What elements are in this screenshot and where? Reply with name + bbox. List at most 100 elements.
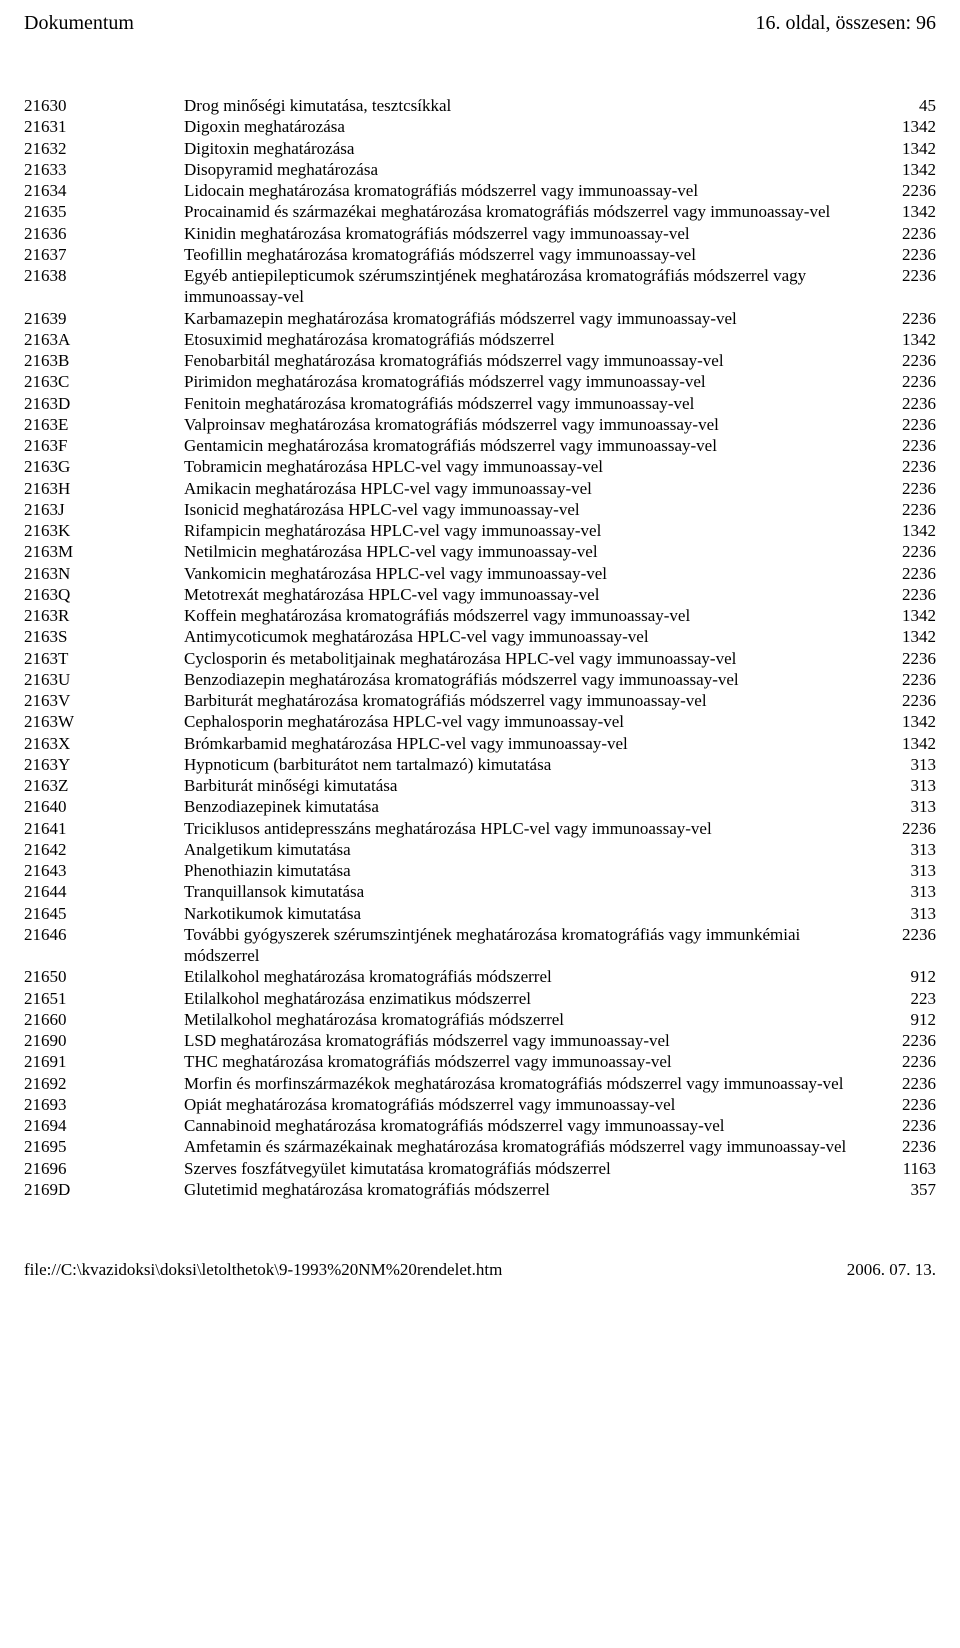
row-value: 2236 [876, 1094, 936, 1115]
row-description: Karbamazepin meghatározása kromatográfiá… [184, 308, 876, 329]
table-row: 2163XBrómkarbamid meghatározása HPLC-vel… [24, 733, 936, 754]
row-value: 1163 [876, 1158, 936, 1179]
row-code: 21691 [24, 1051, 184, 1072]
row-value: 1342 [876, 711, 936, 732]
row-value: 2236 [876, 541, 936, 562]
row-description: További gyógyszerek szérumszintjének meg… [184, 924, 876, 967]
table-row: 2163CPirimidon meghatározása kromatográf… [24, 371, 936, 392]
row-description: Pirimidon meghatározása kromatográfiás m… [184, 371, 876, 392]
row-code: 21645 [24, 903, 184, 924]
row-value: 1342 [876, 138, 936, 159]
row-code: 21638 [24, 265, 184, 286]
table-row: 21633Disopyramid meghatározása1342 [24, 159, 936, 180]
table-row: 21638Egyéb antiepilepticumok szérumszint… [24, 265, 936, 308]
row-description: Egyéb antiepilepticumok szérumszintjének… [184, 265, 876, 308]
row-description: Digoxin meghatározása [184, 116, 876, 137]
row-value: 2236 [876, 1051, 936, 1072]
row-value: 313 [876, 839, 936, 860]
row-code: 21642 [24, 839, 184, 860]
table-row: 21644Tranquillansok kimutatása313 [24, 881, 936, 902]
row-description: Cyclosporin és metabolitjainak meghatáro… [184, 648, 876, 669]
row-value: 2236 [876, 924, 936, 945]
table-row: 2163TCyclosporin és metabolitjainak megh… [24, 648, 936, 669]
table-row: 2163BFenobarbitál meghatározása kromatog… [24, 350, 936, 371]
header-left: Dokumentum [24, 12, 134, 35]
table-row: 21660Metilalkohol meghatározása kromatog… [24, 1009, 936, 1030]
row-description: Disopyramid meghatározása [184, 159, 876, 180]
row-description: Drog minőségi kimutatása, tesztcsíkkal [184, 95, 876, 116]
row-code: 2163F [24, 435, 184, 456]
row-value: 2236 [876, 1115, 936, 1136]
data-table: 21630Drog minőségi kimutatása, tesztcsík… [24, 95, 936, 1200]
row-description: Szerves foszfátvegyület kimutatása kroma… [184, 1158, 876, 1179]
row-description: Etilalkohol meghatározása enzimatikus mó… [184, 988, 876, 1009]
row-value: 2236 [876, 393, 936, 414]
row-value: 357 [876, 1179, 936, 1200]
table-row: 21630Drog minőségi kimutatása, tesztcsík… [24, 95, 936, 116]
row-code: 2163H [24, 478, 184, 499]
row-description: Cephalosporin meghatározása HPLC-vel vag… [184, 711, 876, 732]
row-value: 1342 [876, 626, 936, 647]
table-row: 2163KRifampicin meghatározása HPLC-vel v… [24, 520, 936, 541]
row-description: Cannabinoid meghatározása kromatográfiás… [184, 1115, 876, 1136]
row-description: Opiát meghatározása kromatográfiás módsz… [184, 1094, 876, 1115]
row-value: 1342 [876, 329, 936, 350]
row-description: Digitoxin meghatározása [184, 138, 876, 159]
table-row: 21694Cannabinoid meghatározása kromatogr… [24, 1115, 936, 1136]
row-value: 313 [876, 775, 936, 796]
row-value: 313 [876, 881, 936, 902]
row-description: Isonicid meghatározása HPLC-vel vagy imm… [184, 499, 876, 520]
row-description: Hypnoticum (barbiturátot nem tartalmazó)… [184, 754, 876, 775]
row-description: Fenobarbitál meghatározása kromatográfiá… [184, 350, 876, 371]
row-value: 2236 [876, 584, 936, 605]
row-value: 2236 [876, 478, 936, 499]
footer-path: file://C:\kvazidoksi\doksi\letolthetok\9… [24, 1260, 502, 1280]
row-value: 2236 [876, 648, 936, 669]
row-value: 2236 [876, 435, 936, 456]
row-code: 2163T [24, 648, 184, 669]
row-value: 2236 [876, 350, 936, 371]
row-value: 2236 [876, 456, 936, 477]
row-code: 2163V [24, 690, 184, 711]
row-description: Netilmicin meghatározása HPLC-vel vagy i… [184, 541, 876, 562]
row-value: 2236 [876, 499, 936, 520]
row-code: 21637 [24, 244, 184, 265]
table-row: 2163AEtosuximid meghatározása kromatográ… [24, 329, 936, 350]
header-right: 16. oldal, összesen: 96 [755, 12, 936, 35]
row-description: Teofillin meghatározása kromatográfiás m… [184, 244, 876, 265]
table-row: 21650Etilalkohol meghatározása kromatogr… [24, 966, 936, 987]
row-value: 2236 [876, 1073, 936, 1094]
table-row: 2163FGentamicin meghatározása kromatográ… [24, 435, 936, 456]
row-description: Barbiturát minőségi kimutatása [184, 775, 876, 796]
row-value: 2236 [876, 244, 936, 265]
row-code: 21631 [24, 116, 184, 137]
row-value: 912 [876, 966, 936, 987]
row-description: Kinidin meghatározása kromatográfiás mód… [184, 223, 876, 244]
table-row: 21696Szerves foszfátvegyület kimutatása … [24, 1158, 936, 1179]
row-description: Koffein meghatározása kromatográfiás mód… [184, 605, 876, 626]
table-row: 2163WCephalosporin meghatározása HPLC-ve… [24, 711, 936, 732]
table-row: 21641Triciklusos antidepresszáns meghatá… [24, 818, 936, 839]
row-code: 2163K [24, 520, 184, 541]
row-code: 21693 [24, 1094, 184, 1115]
row-description: Etosuximid meghatározása kromatográfiás … [184, 329, 876, 350]
row-description: Amikacin meghatározása HPLC-vel vagy imm… [184, 478, 876, 499]
row-value: 2236 [876, 818, 936, 839]
row-value: 45 [876, 95, 936, 116]
table-row: 21690LSD meghatározása kromatográfiás mó… [24, 1030, 936, 1051]
row-code: 21639 [24, 308, 184, 329]
row-code: 2163U [24, 669, 184, 690]
table-row: 21635Procainamid és származékai meghatár… [24, 201, 936, 222]
table-row: 21692Morfin és morfinszármazékok meghatá… [24, 1073, 936, 1094]
table-row: 21651Etilalkohol meghatározása enzimatik… [24, 988, 936, 1009]
row-code: 21650 [24, 966, 184, 987]
table-row: 21639Karbamazepin meghatározása kromatog… [24, 308, 936, 329]
row-value: 1342 [876, 201, 936, 222]
table-row: 21631Digoxin meghatározása1342 [24, 116, 936, 137]
row-code: 2163X [24, 733, 184, 754]
row-code: 2163Y [24, 754, 184, 775]
row-description: Barbiturát meghatározása kromatográfiás … [184, 690, 876, 711]
table-row: 21693Opiát meghatározása kromatográfiás … [24, 1094, 936, 1115]
row-code: 2163W [24, 711, 184, 732]
table-row: 2163JIsonicid meghatározása HPLC-vel vag… [24, 499, 936, 520]
